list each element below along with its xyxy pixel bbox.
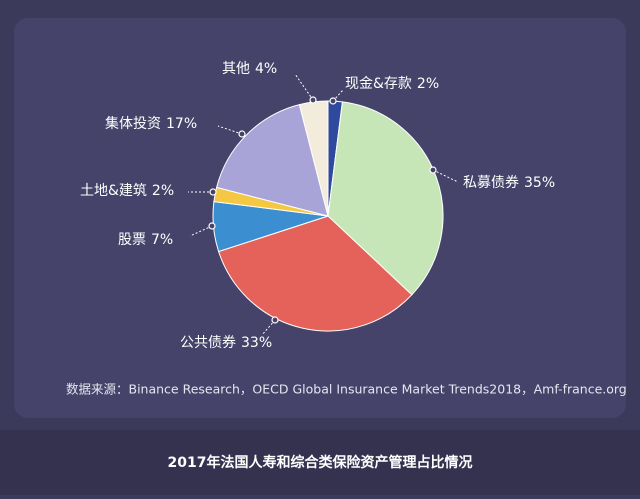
slice-label: 土地&建筑 2% — [80, 183, 174, 199]
pie-slice — [216, 104, 329, 217]
leader-dot — [209, 188, 217, 196]
slice-label: 集体投资 17% — [105, 115, 197, 132]
slice-name: 公共债券 — [180, 335, 236, 351]
slice-value: 2% — [417, 76, 439, 92]
leader-line — [432, 169, 459, 183]
slice-label: 股票 7% — [118, 232, 173, 248]
leader-line — [261, 319, 276, 336]
slice-name: 集体投资 — [105, 115, 161, 132]
leader-line — [332, 89, 344, 102]
slice-name: 其他 — [222, 61, 250, 77]
slice-value: 17% — [166, 116, 197, 132]
slice-name: 私募债券 — [463, 175, 519, 191]
slice-value: 2% — [152, 183, 174, 199]
leader-dot — [208, 222, 216, 230]
leader-dot — [329, 97, 337, 105]
leader-line — [294, 73, 314, 101]
slice-label: 公共债券 33% — [180, 335, 272, 351]
slice-name: 股票 — [118, 232, 146, 248]
leader-dot — [238, 130, 246, 138]
leader-dot — [309, 96, 317, 104]
slice-label: 现金&存款 2% — [345, 76, 439, 92]
slice-label: 私募债券 35% — [463, 175, 555, 191]
slice-value: 7% — [151, 232, 173, 248]
slice-label: 其他 4% — [222, 61, 277, 77]
slice-value: 4% — [255, 61, 277, 77]
slice-value: 35% — [524, 175, 555, 191]
source: 数据来源：Binance Research，OECD Global Insura… — [66, 382, 627, 397]
leader-line — [189, 225, 213, 237]
pie-slice — [217, 215, 413, 332]
slice-name: 现金&存款 — [345, 76, 412, 92]
leader-line — [217, 125, 243, 135]
leader-dot — [271, 316, 279, 324]
caption: 2017年法国人寿和综合类保险资产管理占比情况 — [168, 454, 473, 471]
slice-value: 33% — [241, 335, 272, 351]
leader-dot — [429, 166, 437, 174]
caption-bar — [0, 430, 640, 495]
pie-slice — [327, 101, 444, 296]
slice-name: 土地&建筑 — [80, 183, 147, 199]
